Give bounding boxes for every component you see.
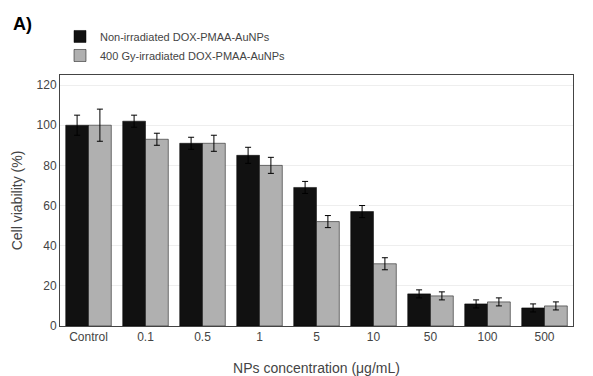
svg-text:5: 5 [313,330,320,344]
svg-text:0.1: 0.1 [137,330,154,344]
svg-text:500: 500 [534,330,554,344]
svg-text:80: 80 [43,159,57,173]
svg-text:Control: Control [69,330,108,344]
svg-text:20: 20 [43,279,57,293]
svg-text:0.5: 0.5 [194,330,211,344]
svg-text:400 Gy-irradiated DOX-PMAA-AuN: 400 Gy-irradiated DOX-PMAA-AuNPs [100,50,285,62]
svg-text:1: 1 [256,330,263,344]
svg-text:10: 10 [367,330,381,344]
svg-text:NPs concentration (μg/mL): NPs concentration (μg/mL) [233,360,400,376]
svg-text:100: 100 [37,118,57,132]
svg-text:50: 50 [424,330,438,344]
svg-text:120: 120 [37,78,57,92]
svg-text:100: 100 [477,330,497,344]
svg-text:40: 40 [43,239,57,253]
svg-text:A): A) [13,14,32,34]
svg-text:0: 0 [50,319,57,333]
svg-text:Non-irradiated DOX-PMAA-AuNPs: Non-irradiated DOX-PMAA-AuNPs [100,31,270,43]
svg-text:Cell viability (%): Cell viability (%) [9,151,25,251]
svg-text:60: 60 [43,199,57,213]
